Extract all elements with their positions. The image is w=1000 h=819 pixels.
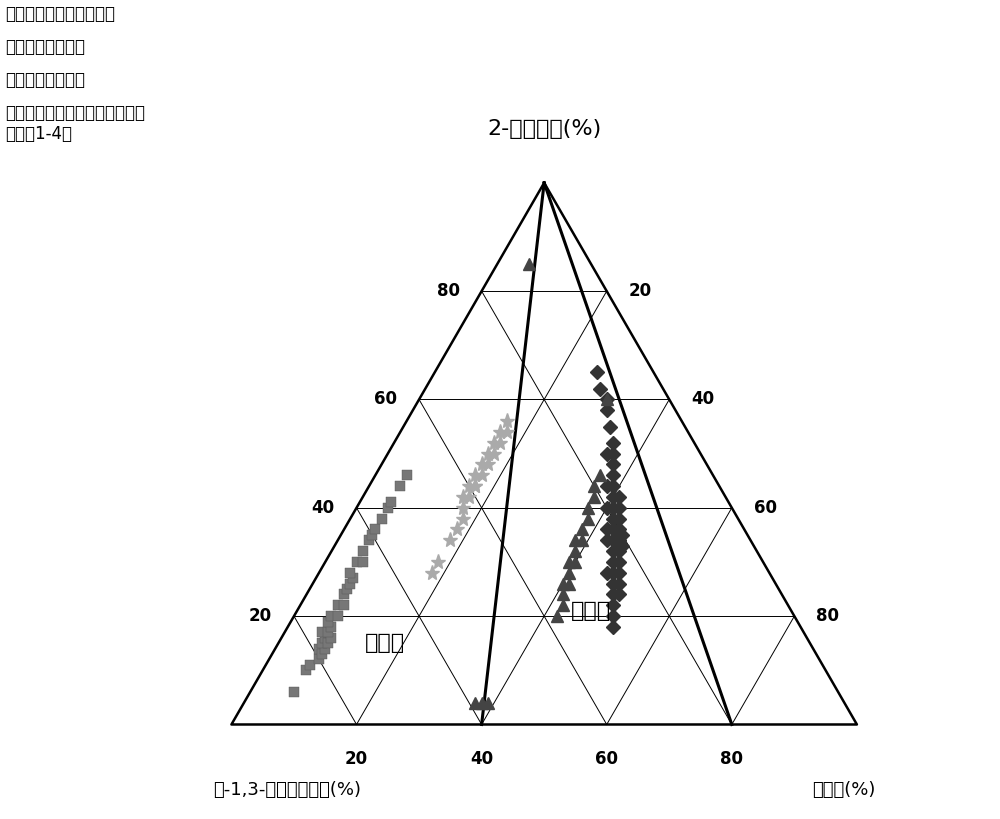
Text: 煤型气: 煤型气	[365, 633, 405, 654]
Text: 40: 40	[311, 499, 335, 517]
Text: 60: 60	[754, 499, 777, 517]
Text: 40: 40	[691, 391, 714, 409]
Text: 油型气: 油型气	[571, 600, 611, 621]
Text: 60: 60	[374, 391, 397, 409]
Text: 80: 80	[816, 607, 839, 625]
Text: 正辛烷(%): 正辛烷(%)	[812, 781, 876, 799]
Text: 80: 80	[720, 749, 743, 767]
Text: 20: 20	[249, 607, 272, 625]
Text: 顺-1,3-二甲基环己烷(%): 顺-1,3-二甲基环己烷(%)	[213, 781, 361, 799]
Legend: 鄂尔多斯盆地上古煤成气, 塔里木盆地油型气, 四川盆地安岳气田, 鄂尔多斯盆地下古奥陶系上组合
（马五1-4）: 鄂尔多斯盆地上古煤成气, 塔里木盆地油型气, 四川盆地安岳气田, 鄂尔多斯盆地下…	[0, 0, 152, 149]
Text: 80: 80	[437, 282, 460, 300]
Text: 60: 60	[595, 749, 618, 767]
Text: 2-甲基庚烷(%): 2-甲基庚烷(%)	[487, 119, 601, 139]
Text: 20: 20	[629, 282, 652, 300]
Text: 40: 40	[470, 749, 493, 767]
Text: 20: 20	[345, 749, 368, 767]
